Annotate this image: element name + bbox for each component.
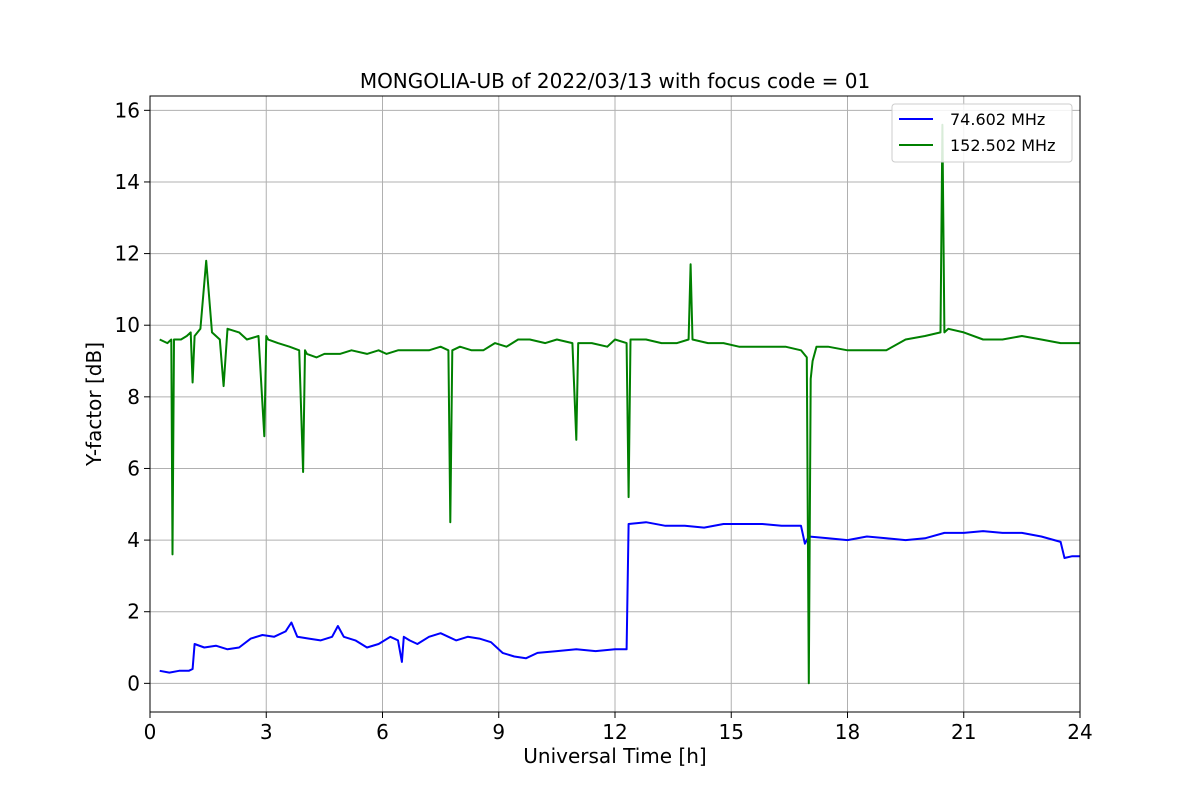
x-tick-label: 3 [260,720,273,744]
y-tick-label: 10 [115,313,140,337]
y-tick-label: 8 [127,385,140,409]
series-line-0 [159,521,1080,674]
x-tick-label: 0 [144,720,157,744]
x-tick-label: 21 [951,720,976,744]
y-tick-label: 12 [115,242,140,266]
y-tick-label: 6 [127,456,140,480]
y-tick-label: 0 [127,671,140,695]
series-line-1 [159,123,1080,685]
x-tick-label: 15 [719,720,744,744]
x-tick-label: 18 [835,720,860,744]
y-tick-label: 2 [127,600,140,624]
legend-label-0: 74.602 MHz [950,110,1045,129]
legend: 74.602 MHz 152.502 MHz [891,103,1073,163]
y-axis-label: Y-factor [dB] [82,342,106,467]
x-tick-label: 12 [602,720,627,744]
x-tick-label: 24 [1067,720,1092,744]
y-tick-label: 16 [115,98,140,122]
y-tick-label: 14 [115,170,140,194]
legend-label-1: 152.502 MHz [950,136,1055,155]
x-tick-label: 6 [376,720,389,744]
y-tick-label: 4 [127,528,140,552]
plot-series [159,123,1080,685]
x-axis-label: Universal Time [h] [523,744,706,768]
chart-title: MONGOLIA-UB of 2022/03/13 with focus cod… [360,69,870,93]
legend-box [891,103,1073,163]
grid [149,96,1081,712]
x-tick-label: 9 [492,720,505,744]
